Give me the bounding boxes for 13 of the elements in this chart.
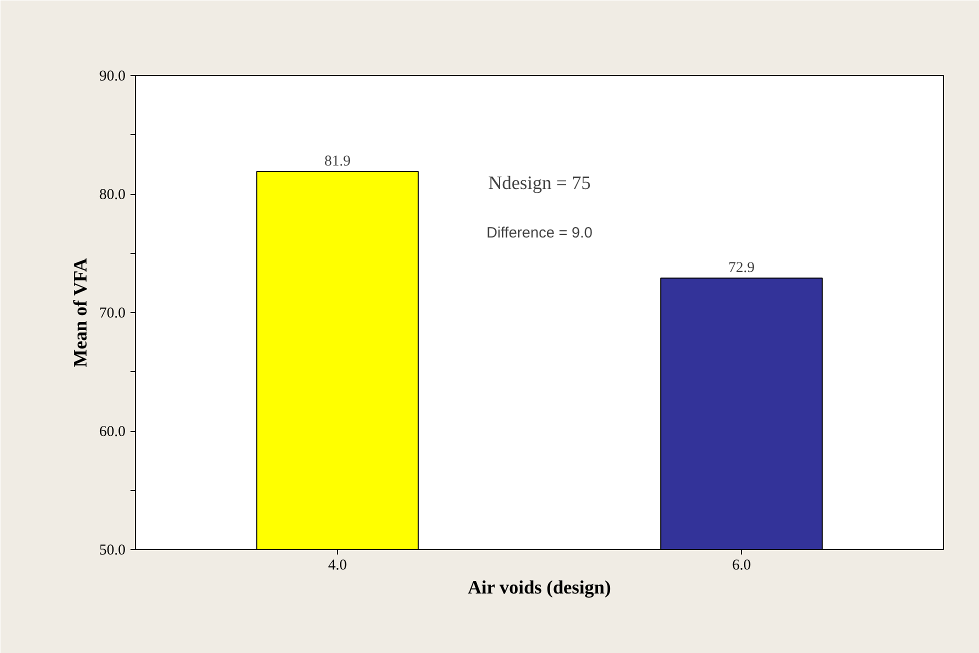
x-tick-label: 4.0	[328, 558, 347, 574]
y-tick-label: 70.0	[99, 306, 126, 322]
y-tick-label: 60.0	[99, 424, 126, 440]
y-axis-title: Mean of VFA	[70, 258, 92, 368]
y-tick-label: 80.0	[99, 187, 126, 203]
x-axis-title: Air voids (design)	[468, 578, 611, 598]
y-tick-label: 90.0	[99, 68, 126, 84]
annotation: Difference = 9.0	[486, 224, 593, 242]
y-tick-label: 50.0	[99, 542, 126, 558]
x-tick-label: 6.0	[732, 558, 751, 574]
data-label: 81.9	[324, 153, 351, 170]
annotation: Ndesign = 75	[488, 173, 591, 194]
data-label: 72.9	[728, 260, 755, 276]
